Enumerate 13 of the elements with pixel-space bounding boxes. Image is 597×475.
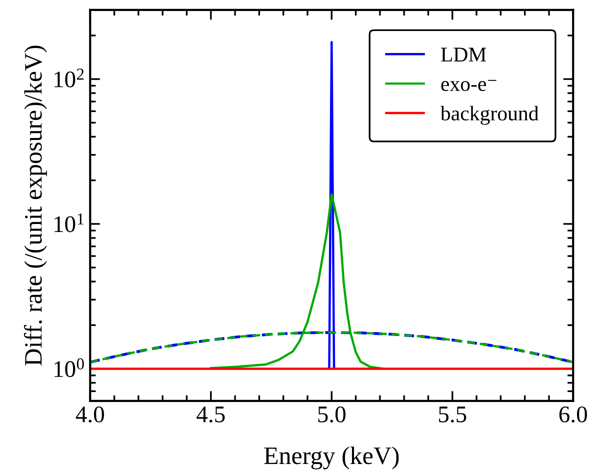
x-tick-label: 6.0 xyxy=(559,406,587,422)
y-tick-label: 10$^{2}$ xyxy=(54,68,84,88)
x-tick-label: 5.0 xyxy=(318,406,346,422)
x-axis-title: Energy (keV) xyxy=(264,446,399,470)
legend-label: exo-e⁻ xyxy=(441,80,496,92)
x-tick-label: 4.5 xyxy=(196,406,225,422)
y-axis-title: Diff. rate (/(unit exposure)/keV) xyxy=(24,46,47,366)
x-tick-label: 5.5 xyxy=(438,406,466,422)
y-tick-label: 10$^{0}$ xyxy=(54,358,84,378)
legend-label: LDM xyxy=(441,48,486,62)
legend-label: background xyxy=(440,106,539,125)
y-tick-label: 10$^{1}$ xyxy=(54,213,84,232)
x-tick-label: 4.0 xyxy=(76,406,104,422)
